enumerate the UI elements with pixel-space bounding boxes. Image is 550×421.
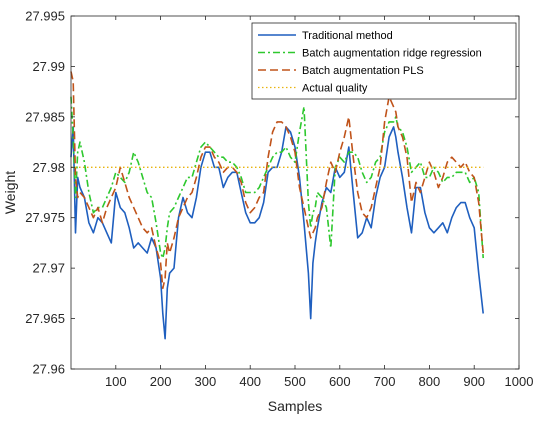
ticks-layer: 100 200 300 400 500 600 700 800 900 1000 27.96 27.9…: [25, 9, 533, 390]
y-tick-label: 27.96: [32, 362, 65, 377]
x-tick-label: 500: [284, 374, 306, 389]
x-axis-label: Samples: [268, 398, 322, 414]
legend-label-3: Batch augmentation PLS: [302, 65, 424, 77]
y-tick-label: 27.965: [25, 311, 65, 326]
y-tick-label: 27.99: [32, 59, 65, 74]
y-tick-label: 27.97: [32, 261, 65, 276]
y-tick-label: 27.985: [25, 109, 65, 124]
x-tick-label: 200: [150, 374, 172, 389]
x-tick-label: 300: [195, 374, 217, 389]
legend-label-4: Actual quality: [302, 83, 368, 95]
y-tick-label: 27.98: [32, 160, 65, 175]
legend-label-2: Batch augmentation ridge regression: [302, 48, 482, 60]
x-tick-label: 100: [105, 374, 127, 389]
series-line-3: [70, 71, 484, 290]
series-line-1: [70, 126, 484, 340]
x-tick-label: 600: [329, 374, 351, 389]
x-tick-label: 800: [419, 374, 441, 389]
x-tick-label: 900: [463, 374, 485, 389]
x-tick-label: 1000: [505, 374, 534, 389]
legend: Traditional method Batch augmentation rid…: [251, 22, 517, 100]
x-tick-label: 400: [239, 374, 261, 389]
x-tick-label: 700: [374, 374, 396, 389]
legend-label-1: Traditional method: [302, 30, 393, 42]
y-tick-label: 27.995: [25, 9, 65, 24]
series-layer: [70, 71, 484, 340]
y-axis-label: Weight: [2, 171, 18, 214]
y-tick-label: 27.975: [25, 210, 65, 225]
